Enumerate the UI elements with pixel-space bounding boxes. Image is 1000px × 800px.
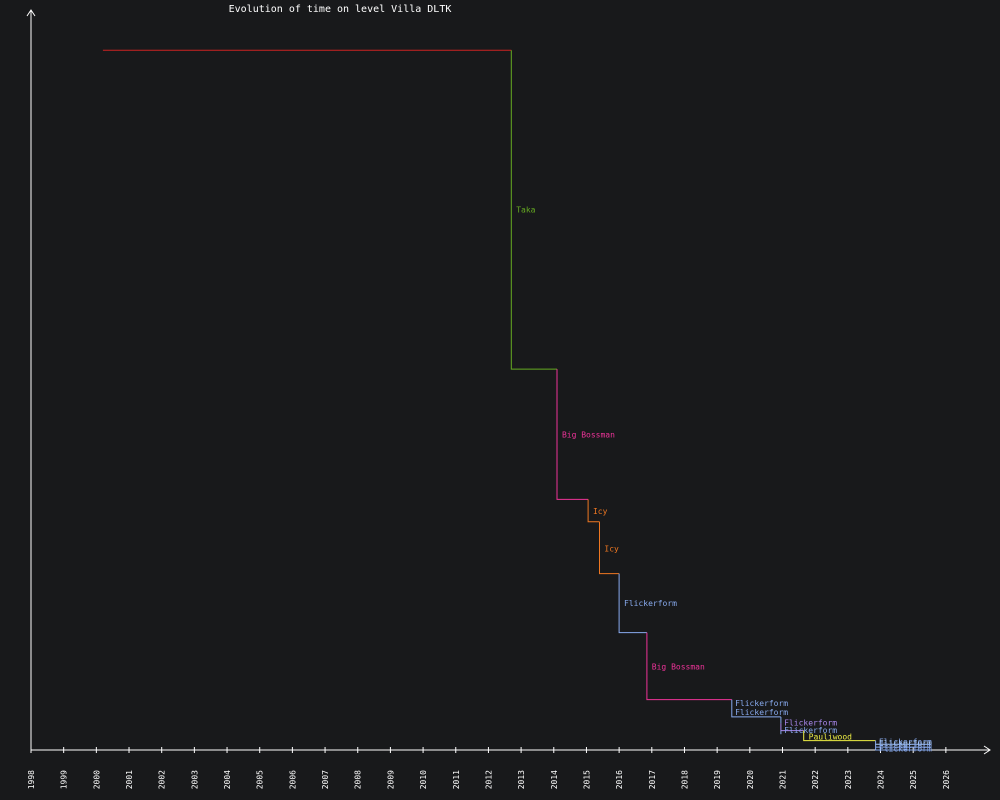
series-label: Big Bossman bbox=[652, 662, 705, 671]
x-tick-label: 2008 bbox=[354, 770, 363, 789]
series-label: Flickerform bbox=[624, 599, 677, 608]
x-tick-label: 2024 bbox=[877, 770, 886, 789]
series-line bbox=[510, 50, 557, 370]
x-tick-label: 1998 bbox=[27, 770, 36, 789]
x-tick-label: 2016 bbox=[615, 770, 624, 789]
x-tick-label: 2019 bbox=[713, 770, 722, 789]
x-tick-label: 2005 bbox=[256, 770, 265, 789]
series-line bbox=[731, 699, 781, 718]
x-tick-label: 2014 bbox=[550, 770, 559, 789]
x-tick-label: 2015 bbox=[582, 770, 591, 789]
x-tick-label: 2007 bbox=[321, 770, 330, 789]
series-label: Icy bbox=[604, 544, 619, 553]
series-label: Icy bbox=[593, 507, 608, 516]
series-line bbox=[803, 730, 876, 742]
x-tick-label: 2010 bbox=[419, 770, 428, 789]
series-labels: Taka Big Bossman Icy Icy Flickerform Big Boss… bbox=[516, 205, 932, 753]
x-tick-label: 2026 bbox=[942, 770, 951, 789]
x-tick-label: 2004 bbox=[223, 770, 232, 789]
series-group bbox=[102, 49, 932, 751]
x-tick-label: 2025 bbox=[909, 770, 918, 789]
x-tick-label: 1999 bbox=[60, 770, 69, 789]
series-label: Pauliwood bbox=[809, 732, 853, 741]
x-tick-label: 2009 bbox=[386, 770, 395, 789]
x-tick-label: 2021 bbox=[778, 770, 787, 789]
x-axis-arrow bbox=[983, 745, 991, 755]
series-line bbox=[618, 573, 647, 634]
x-tick-label: 2006 bbox=[288, 770, 297, 789]
series-label: Flickerform bbox=[735, 708, 788, 717]
x-tick-label: 2011 bbox=[452, 770, 461, 789]
x-tick-label: 2003 bbox=[190, 770, 199, 789]
series-label: Flickerform bbox=[879, 745, 932, 754]
y-axis-arrow bbox=[26, 9, 36, 17]
x-tick-label: 2020 bbox=[746, 770, 755, 789]
axes bbox=[26, 9, 991, 755]
series-label: Big Bossman bbox=[562, 431, 615, 440]
series-label: Flickerform bbox=[879, 737, 932, 746]
x-tick-label: 2022 bbox=[811, 770, 820, 789]
series-label: Flickerform bbox=[735, 699, 788, 708]
series-line bbox=[587, 499, 600, 523]
series-line bbox=[599, 521, 620, 575]
series-label: Flickerform bbox=[784, 726, 837, 735]
x-tick-label: 2013 bbox=[517, 770, 526, 789]
x-tick-label: 2012 bbox=[484, 770, 493, 789]
x-tick-label: 2023 bbox=[844, 770, 853, 789]
series-label: Flickerform bbox=[784, 719, 837, 728]
x-tick-label: 2000 bbox=[92, 770, 101, 789]
x-tick-label: 2017 bbox=[648, 770, 657, 789]
series-line bbox=[556, 369, 589, 500]
x-tick-label: 2002 bbox=[158, 770, 167, 789]
x-tick-label: 2018 bbox=[680, 770, 689, 789]
x-ticks: 1998 1999 2000 2001 2002 2003 2004 2005 2006 2007… bbox=[27, 747, 951, 789]
series-label: Flickerform bbox=[879, 742, 932, 751]
chart-title: Evolution of time on level Villa DLTK bbox=[229, 4, 452, 15]
series-label: Flickerform bbox=[879, 739, 932, 748]
x-tick-label: 2001 bbox=[125, 770, 134, 789]
series-label: Taka bbox=[516, 205, 535, 214]
series-line bbox=[646, 632, 732, 701]
